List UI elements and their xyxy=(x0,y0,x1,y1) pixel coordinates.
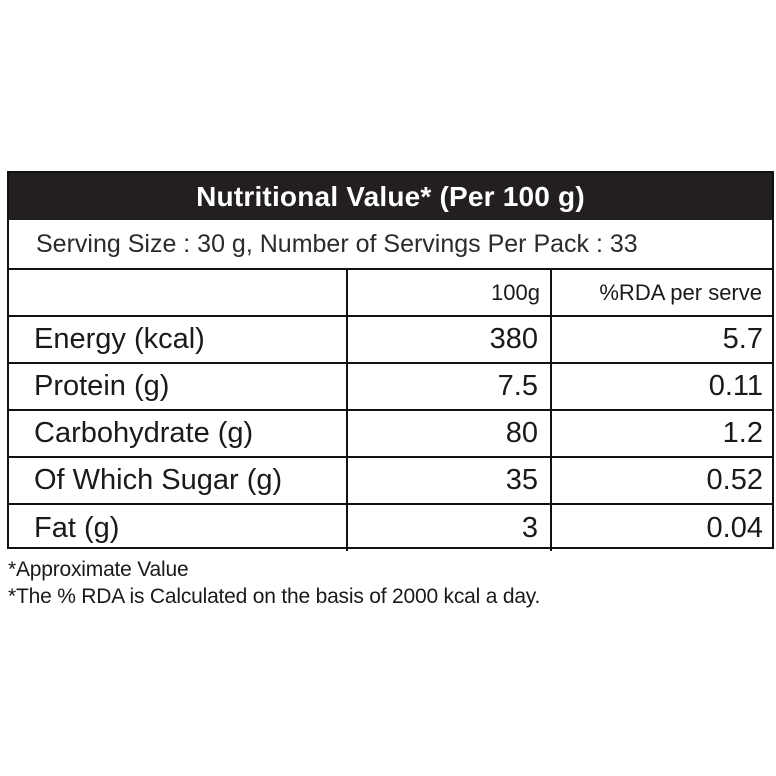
rda-value: 5.7 xyxy=(551,316,772,364)
footnote-approximate: *Approximate Value xyxy=(8,558,189,581)
nutrient-name: Of Which Sugar (g) xyxy=(9,457,348,505)
per-100g-value: 80 xyxy=(347,410,552,458)
nutrition-table: 100g %RDA per serve Energy (kcal) 380 5.… xyxy=(9,270,772,551)
rda-value: 0.04 xyxy=(706,511,763,544)
per-100g-value: 380 xyxy=(347,316,552,364)
table-header-row: 100g %RDA per serve xyxy=(9,270,772,317)
nutrient-name: Carbohydrate (g) xyxy=(9,410,348,458)
footnotes: *Approximate Value *The % RDA is Calcula… xyxy=(8,556,540,610)
rda-value: 0.52 xyxy=(551,457,772,505)
nutrient-name: Energy (kcal) xyxy=(9,316,348,364)
header-rda-per-serve: %RDA per serve xyxy=(551,270,772,317)
table-row: Of Which Sugar (g) 35 0.52 xyxy=(9,457,772,505)
per-100g-value: 3 xyxy=(347,504,552,551)
header-per-100g: 100g xyxy=(347,270,552,317)
per-100g-value: 7.5 xyxy=(347,363,552,411)
table-row: Carbohydrate (g) 80 1.2 xyxy=(9,410,772,458)
serving-info: Serving Size : 30 g, Number of Servings … xyxy=(9,220,772,270)
nutrient-name: Fat (g) xyxy=(9,504,348,551)
rda-value: 1.2 xyxy=(551,410,772,458)
rda-value: 0.11 xyxy=(551,363,772,411)
nutrition-panel: Nutritional Value* (Per 100 g) Serving S… xyxy=(7,171,774,551)
per-100g-value: 35 xyxy=(347,457,552,505)
header-nutrient xyxy=(9,270,348,317)
nutrient-name: Protein (g) xyxy=(9,363,348,411)
table-row: Protein (g) 7.5 0.11 xyxy=(9,363,772,411)
footnote-rda-basis: *The % RDA is Calculated on the basis of… xyxy=(8,585,541,608)
nutrition-title: Nutritional Value* (Per 100 g) xyxy=(9,173,772,220)
table-row: Energy (kcal) 380 5.7 xyxy=(9,316,772,364)
table-row: Fat (g) 3 0.04 xyxy=(9,504,772,551)
